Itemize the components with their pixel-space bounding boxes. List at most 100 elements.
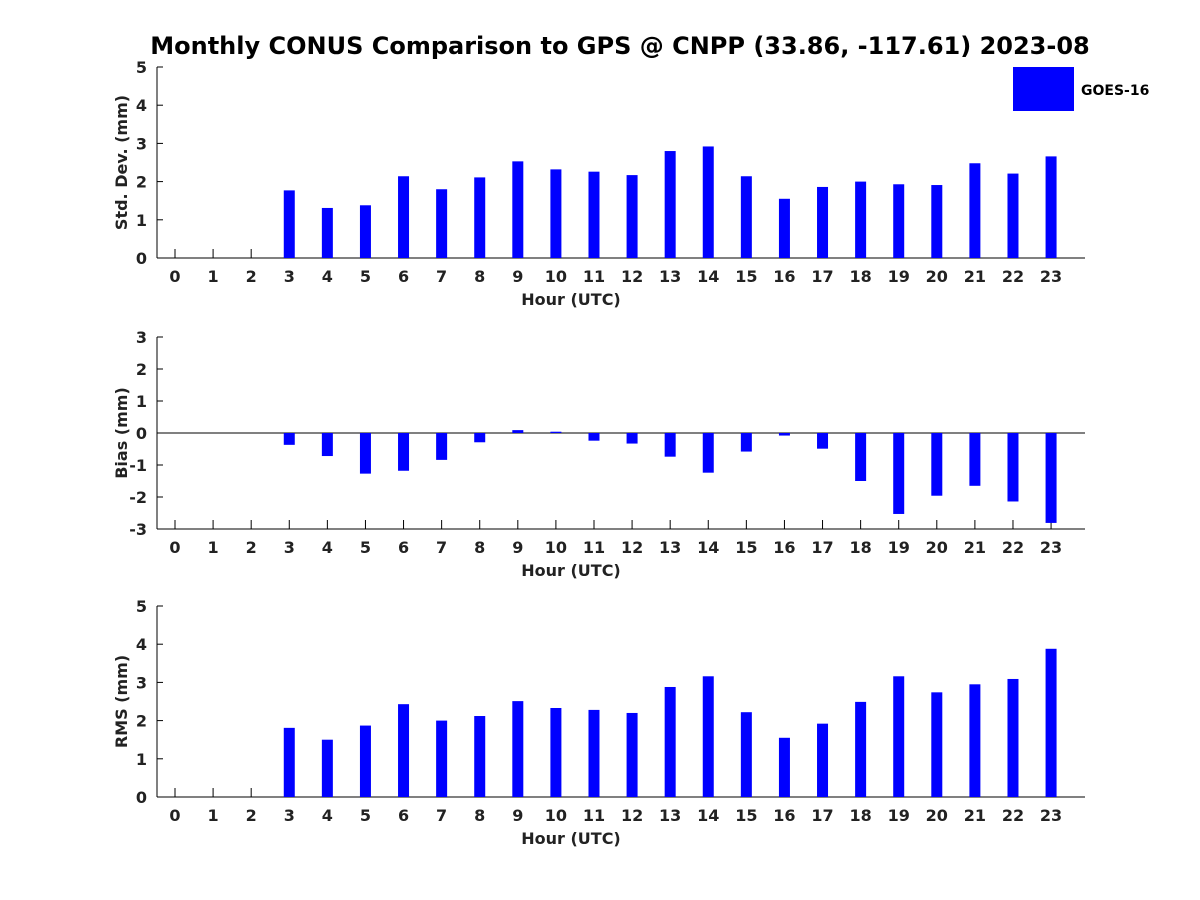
bar-hour-11 — [588, 433, 600, 441]
bar-hour-13 — [664, 686, 676, 797]
bar-hour-3 — [283, 190, 295, 258]
bar-hour-5 — [359, 725, 371, 797]
y-tick-label: 5 — [136, 58, 147, 77]
bar-hour-12 — [626, 433, 638, 444]
bar-hour-11 — [588, 709, 600, 797]
x-tick-label: 5 — [360, 538, 371, 557]
x-tick-label: 4 — [322, 267, 333, 286]
x-tick-label: 0 — [169, 538, 180, 557]
x-tick-label: 16 — [773, 267, 795, 286]
bar-hour-11 — [588, 171, 600, 258]
x-tick-label: 17 — [811, 538, 833, 557]
bar-hour-4 — [321, 433, 333, 457]
bar-hour-6 — [398, 433, 410, 471]
x-tick-label: 15 — [735, 538, 757, 557]
bar-hour-10 — [550, 431, 562, 433]
x-tick-label: 20 — [926, 538, 948, 557]
x-tick-label: 15 — [735, 806, 757, 825]
x-tick-label: 2 — [246, 267, 257, 286]
bar-hour-22 — [1007, 433, 1019, 502]
x-tick-label: 11 — [583, 806, 605, 825]
bar-hour-21 — [969, 433, 981, 486]
y-tick-label: 0 — [136, 424, 147, 443]
bar-hour-7 — [436, 433, 448, 460]
x-tick-label: 8 — [474, 806, 485, 825]
bar-hour-5 — [359, 205, 371, 258]
x-tick-label: 23 — [1040, 806, 1062, 825]
x-tick-label: 9 — [512, 267, 523, 286]
x-tick-label: 16 — [773, 806, 795, 825]
x-tick-label: 11 — [583, 267, 605, 286]
x-tick-label: 11 — [583, 538, 605, 557]
bar-hour-8 — [474, 716, 486, 797]
bar-hour-14 — [702, 146, 714, 258]
bar-hour-10 — [550, 707, 562, 797]
bar-hour-19 — [893, 676, 905, 797]
x-tick-label: 13 — [659, 538, 681, 557]
chart-title: Monthly CONUS Comparison to GPS @ CNPP (… — [150, 32, 1089, 60]
bar-hour-7 — [436, 189, 448, 258]
x-tick-label: 19 — [888, 806, 910, 825]
x-tick-label: 18 — [849, 267, 871, 286]
x-tick-label: 14 — [697, 267, 719, 286]
y-tick-label: 3 — [136, 328, 147, 347]
bar-hour-23 — [1045, 648, 1057, 797]
x-tick-label: 1 — [208, 538, 219, 557]
x-tick-label: 18 — [849, 806, 871, 825]
x-tick-label: 5 — [360, 267, 371, 286]
bar-hour-3 — [283, 433, 295, 445]
y-axis-label: Bias (mm) — [112, 387, 131, 479]
x-tick-label: 3 — [284, 538, 295, 557]
bar-hour-6 — [398, 704, 410, 797]
y-axis-label: RMS (mm) — [112, 655, 131, 748]
y-tick-label: -1 — [129, 456, 147, 475]
x-tick-label: 23 — [1040, 538, 1062, 557]
bar-hour-4 — [321, 207, 333, 258]
x-tick-label: 22 — [1002, 806, 1024, 825]
x-tick-label: 21 — [964, 267, 986, 286]
x-axis-label: Hour (UTC) — [521, 561, 621, 580]
bar-hour-19 — [893, 433, 905, 514]
legend: GOES-16 — [1013, 67, 1149, 111]
x-tick-label: 1 — [208, 806, 219, 825]
legend-label: GOES-16 — [1081, 83, 1149, 99]
bar-hour-10 — [550, 169, 562, 258]
x-tick-label: 13 — [659, 806, 681, 825]
bar-hour-16 — [778, 198, 790, 258]
bar-hour-5 — [359, 433, 371, 474]
y-tick-label: 1 — [136, 211, 147, 230]
x-tick-label: 13 — [659, 267, 681, 286]
bar-hour-20 — [931, 692, 943, 797]
x-tick-label: 20 — [926, 267, 948, 286]
bar-hour-15 — [740, 176, 752, 258]
x-tick-label: 2 — [246, 538, 257, 557]
bar-hour-8 — [474, 433, 486, 443]
x-tick-label: 5 — [360, 806, 371, 825]
bar-hour-13 — [664, 151, 676, 258]
x-tick-label: 7 — [436, 806, 447, 825]
bar-hour-12 — [626, 712, 638, 797]
bar-hour-3 — [283, 727, 295, 797]
bar-hour-4 — [321, 739, 333, 797]
bar-hour-14 — [702, 433, 714, 473]
x-tick-label: 6 — [398, 806, 409, 825]
y-tick-label: 2 — [136, 173, 147, 192]
x-tick-label: 8 — [474, 538, 485, 557]
y-tick-label: 2 — [136, 360, 147, 379]
x-tick-label: 12 — [621, 538, 643, 557]
x-tick-label: 3 — [284, 806, 295, 825]
bar-hour-12 — [626, 175, 638, 258]
x-tick-label: 0 — [169, 806, 180, 825]
y-axis-label: Std. Dev. (mm) — [112, 95, 131, 230]
bar-hour-15 — [740, 712, 752, 797]
bar-hour-9 — [512, 430, 524, 433]
bar-hour-18 — [855, 701, 867, 797]
y-tick-label: 0 — [136, 249, 147, 268]
y-tick-label: -2 — [129, 488, 147, 507]
bar-hour-9 — [512, 161, 524, 258]
y-tick-label: 5 — [136, 597, 147, 616]
x-tick-label: 10 — [545, 806, 567, 825]
x-axis-label: Hour (UTC) — [521, 829, 621, 848]
